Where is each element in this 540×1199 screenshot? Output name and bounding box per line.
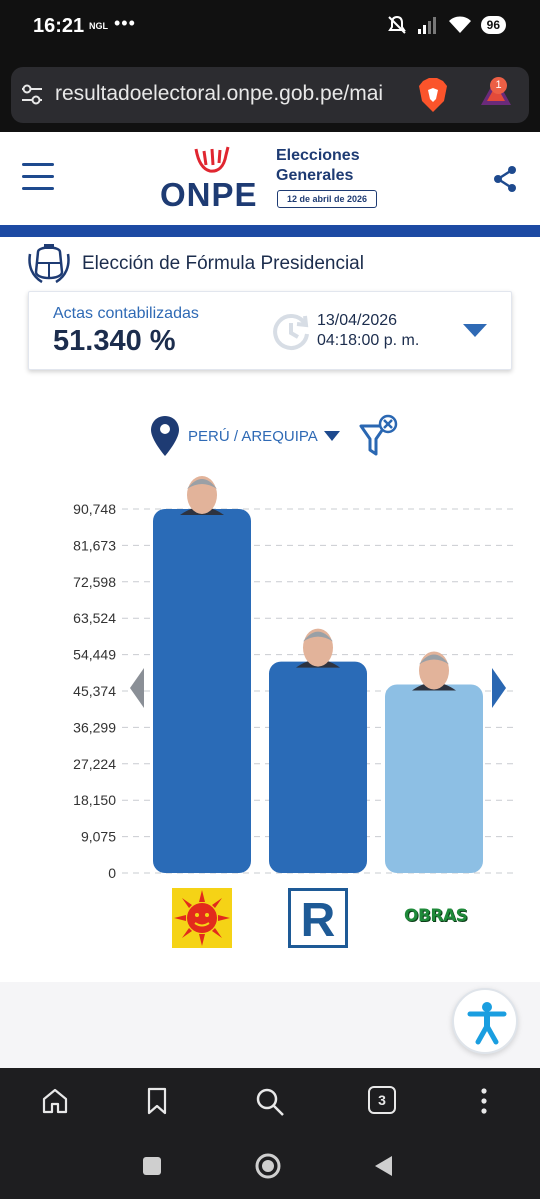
search-icon[interactable] bbox=[254, 1086, 286, 1118]
party-logo-r-letter: R bbox=[300, 894, 336, 947]
y-tick-label: 36,299 bbox=[73, 719, 116, 735]
browser-bottom-nav: 3 bbox=[0, 1068, 540, 1135]
y-tick-label: 9,075 bbox=[81, 829, 116, 845]
party-logo-obras: OBRAS bbox=[404, 906, 468, 926]
location-selector[interactable]: PERÚ / AREQUIPA bbox=[188, 428, 318, 445]
carrier-tag: NGL bbox=[89, 21, 108, 31]
chart-next-arrow-icon[interactable] bbox=[492, 668, 506, 708]
section-title: Elección de Fórmula Presidencial bbox=[82, 253, 364, 274]
peru-crest-icon bbox=[28, 244, 70, 284]
onpe-hand-logo-icon bbox=[194, 146, 230, 173]
party-logo-renovacion: R bbox=[288, 888, 348, 948]
actas-label: Actas contabilizadas bbox=[53, 305, 199, 322]
y-tick-label: 45,374 bbox=[73, 683, 116, 699]
system-nav-bar bbox=[0, 1135, 540, 1199]
location-caret-icon[interactable] bbox=[324, 431, 340, 441]
more-icon[interactable] bbox=[474, 1086, 494, 1116]
share-icon[interactable] bbox=[490, 164, 520, 194]
candidate-bar[interactable] bbox=[385, 684, 483, 873]
bookmark-icon[interactable] bbox=[143, 1086, 171, 1116]
accessibility-icon bbox=[467, 1002, 507, 1045]
onpe-logo-text: ONPE bbox=[160, 176, 258, 213]
stats-dropdown-caret-icon[interactable] bbox=[463, 324, 487, 337]
y-tick-label: 27,224 bbox=[73, 756, 116, 772]
event-title: Elecciones Generales bbox=[276, 147, 360, 184]
clock-icon bbox=[273, 313, 309, 350]
chart-prev-arrow-icon[interactable] bbox=[130, 668, 144, 708]
more-notifications: ••• bbox=[114, 13, 136, 33]
footer-band bbox=[0, 982, 540, 1068]
home-icon[interactable] bbox=[40, 1086, 70, 1116]
home-circle-icon[interactable] bbox=[254, 1152, 282, 1180]
y-tick-label: 72,598 bbox=[73, 574, 116, 590]
vote-bar-chart: 90,748 81,673 72,598 63,524 54,449 45,374 36,2… bbox=[73, 476, 514, 881]
actas-value: 51.340 % bbox=[53, 325, 176, 357]
battery-icon: 96 bbox=[480, 16, 506, 34]
accessibility-button[interactable] bbox=[452, 988, 518, 1054]
wifi-icon bbox=[448, 16, 471, 33]
menu-icon[interactable] bbox=[22, 163, 54, 191]
y-tick-label: 54,449 bbox=[73, 647, 116, 663]
candidate-bar[interactable] bbox=[269, 661, 367, 873]
update-time: 04:18:00 p. m. bbox=[317, 332, 420, 349]
mute-icon bbox=[387, 15, 406, 34]
status-time: 16:21 bbox=[33, 15, 85, 37]
url-text[interactable]: resultadoelectoral.onpe.gob.pe/mai bbox=[55, 82, 384, 105]
site-settings-icon[interactable] bbox=[19, 83, 45, 107]
header-stripe bbox=[0, 225, 540, 237]
stats-card: Actas contabilizadas 51.340 % 13/04/2026… bbox=[28, 291, 512, 370]
browser-toolbar: resultadoelectoral.onpe.gob.pe/mai 1 bbox=[0, 56, 540, 132]
y-tick-label: 63,524 bbox=[73, 610, 116, 626]
candidate-photo-icon bbox=[180, 476, 224, 515]
candidate-photo-icon bbox=[412, 651, 456, 691]
status-icons: 96 bbox=[386, 14, 506, 36]
recents-icon[interactable] bbox=[142, 1156, 162, 1176]
update-date: 13/04/2026 bbox=[317, 312, 398, 329]
y-tick-label: 81,673 bbox=[73, 537, 116, 553]
party-logo-sun bbox=[172, 888, 232, 948]
y-tick-label: 0 bbox=[108, 865, 116, 881]
status-bar: 16:21 NGL ••• 96 bbox=[0, 0, 540, 56]
y-tick-label: 90,748 bbox=[73, 501, 116, 517]
site-header bbox=[0, 132, 540, 225]
address-bar[interactable]: resultadoelectoral.onpe.gob.pe/mai bbox=[11, 67, 529, 123]
candidate-bar[interactable] bbox=[153, 509, 251, 873]
y-tick-label: 18,150 bbox=[73, 792, 116, 808]
event-date: 12 de abril de 2026 bbox=[277, 190, 378, 208]
back-icon[interactable] bbox=[372, 1154, 394, 1178]
tabs-button[interactable]: 3 bbox=[368, 1086, 396, 1114]
sun-icon bbox=[174, 890, 230, 946]
location-pin-icon[interactable] bbox=[150, 415, 180, 457]
brave-shields-icon[interactable] bbox=[417, 77, 449, 113]
clear-filter-icon[interactable] bbox=[358, 414, 400, 460]
signal-icon bbox=[417, 17, 436, 34]
candidate-photo-icon bbox=[296, 628, 340, 668]
rewards-badge: 1 bbox=[490, 77, 507, 94]
